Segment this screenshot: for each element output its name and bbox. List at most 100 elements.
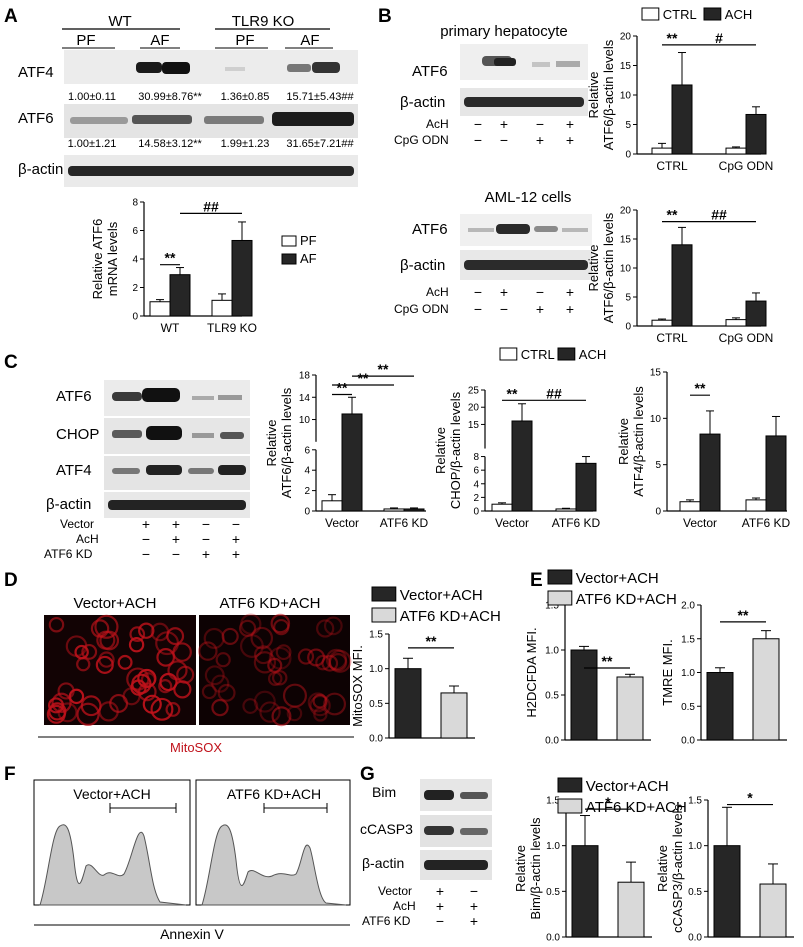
x-category-label: Vector xyxy=(683,516,717,530)
treat-label-atf6kd-g: ATF6 KD xyxy=(362,914,411,928)
treatment-sign: − xyxy=(474,301,482,317)
significance-mark: ** xyxy=(738,607,749,623)
lane-label-pf-wt: PF xyxy=(76,32,95,49)
y-tick-label: 10 xyxy=(620,264,632,275)
bar xyxy=(555,508,577,512)
y-axis-label-line: Relative xyxy=(586,245,601,292)
y-tick-label: 0.0 xyxy=(545,736,559,747)
blot-row-label-c-chop: CHOP xyxy=(56,426,99,443)
y-tick-label: 2 xyxy=(473,493,479,504)
treatment-sign: + xyxy=(500,116,508,132)
stained-cell xyxy=(51,692,72,713)
stained-cell xyxy=(250,626,274,650)
treatment-sign: + xyxy=(232,546,240,562)
stained-cell xyxy=(271,706,292,727)
y-axis-label-line: ATF4/β-actin levels xyxy=(631,386,646,497)
treatment-sign: + xyxy=(436,883,444,899)
bar xyxy=(725,147,747,155)
significance-mark: * xyxy=(747,790,753,806)
blot-atf6-b1 xyxy=(460,44,588,80)
quant-atf6-pf-wt: 1.00±1.21 xyxy=(68,138,117,150)
y-axis-label-line: Relative ATF6 xyxy=(90,219,105,300)
y-tick-label: 0 xyxy=(473,507,479,518)
legend-g: Vector+ACH ATF6 KD+ACH xyxy=(557,777,687,816)
blot-row-label-c-atf4: ATF4 xyxy=(56,462,92,479)
treatment-sign: − xyxy=(500,132,508,148)
stained-cell xyxy=(313,707,328,722)
y-tick-label: 2 xyxy=(132,283,138,294)
legend-e: Vector+ACH ATF6 KD+ACH xyxy=(547,569,677,608)
blot-atf6-c xyxy=(104,380,250,416)
quant-atf4-af-ko: 15.71±5.43## xyxy=(286,91,354,103)
stained-cell xyxy=(239,634,264,658)
panel-g-label: G xyxy=(360,764,375,785)
stained-cell xyxy=(129,626,146,642)
treatment-signs-c: + + − −− + − +− − + + xyxy=(142,516,240,562)
significance-mark: ** xyxy=(507,385,518,401)
y-tick-label: 25 xyxy=(468,386,480,397)
bar xyxy=(651,147,673,155)
bar xyxy=(671,244,693,327)
bar xyxy=(765,435,787,512)
y-tick-label: 10 xyxy=(620,91,632,102)
blot-row-label-g-ccasp3: cCASP3 xyxy=(360,821,413,837)
treatment-sign: + xyxy=(536,132,544,148)
bar xyxy=(745,113,767,155)
treatment-sign: − xyxy=(202,516,210,532)
treatment-sign: − xyxy=(232,516,240,532)
legend-label: ATF6 KD+ACH xyxy=(586,799,687,816)
legend-label: Vector+ACH xyxy=(400,587,483,604)
treat-label-ach-c: AcH xyxy=(76,532,99,546)
y-tick-label: 1.5 xyxy=(688,796,702,807)
y-axis-label: RelativecCASP3/β-actin levels xyxy=(655,804,685,933)
chart-b-primary-hepatocyte: 0 5 10 15 20 RelativeATF6/β-actin levels CTRL C… xyxy=(586,30,773,173)
stained-cell xyxy=(204,665,225,686)
stained-cell xyxy=(198,641,218,661)
stained-cell xyxy=(46,704,66,724)
treatment-sign: + xyxy=(436,898,444,914)
y-axis-label-line: MitoSOX MFI. xyxy=(350,645,365,727)
panel-b-bottom-title: AML-12 cells xyxy=(485,189,572,206)
y-axis-label-line: ATF6/β-actin levels xyxy=(601,212,616,323)
x-category-label: CTRL xyxy=(656,159,688,173)
bar xyxy=(713,845,741,938)
y-tick-label: 0 xyxy=(132,312,138,323)
treat-label-cpg-b1: CpG ODN xyxy=(394,133,449,147)
significance-mark: ** xyxy=(667,30,678,46)
treatment-signs-g: + −+ +− + xyxy=(436,883,478,929)
y-axis-label: RelativeATF6/β-actin levels xyxy=(586,39,616,150)
chart-c-chop: 0 2 4 6 8 15 20 25 RelativeCHOP/β-actin levels Ve… xyxy=(433,385,601,530)
y-tick-label: 20 xyxy=(620,206,632,217)
flow-xlabel-annexin: Annexin V xyxy=(160,926,224,942)
blot-atf4-a xyxy=(64,50,358,84)
legend-c: CTRL ACH xyxy=(499,347,606,362)
blot-atf6-b2 xyxy=(460,214,592,246)
quant-atf4-af-wt: 30.99±8.76** xyxy=(138,91,202,103)
y-axis-label-line: Relative xyxy=(616,418,631,465)
y-tick-label: 10 xyxy=(650,414,662,425)
y-axis-label-line: Relative xyxy=(433,427,448,474)
treatment-sign: + xyxy=(536,301,544,317)
y-axis-label-line: Relative xyxy=(264,420,279,467)
stained-cell xyxy=(240,613,262,635)
chart-e-tmre: 0.0 0.5 1.0 1.5 2.0 TMRE MFI. ** xyxy=(660,601,787,747)
blot-row-label-bactin: β-actin xyxy=(18,161,63,178)
group-wt-label: WT xyxy=(108,13,131,30)
blot-row-label-g-bim: Bim xyxy=(372,784,396,800)
treatment-sign: + xyxy=(470,913,478,929)
treatment-signs-b1: − + − +− − + + xyxy=(474,116,574,148)
y-tick-label: 0.5 xyxy=(681,702,695,713)
x-category-label: CpG ODN xyxy=(719,159,774,173)
legend-swatch xyxy=(371,586,397,602)
treatment-sign: − xyxy=(474,284,482,300)
mitosox-cells-atf6kd xyxy=(198,613,352,727)
stained-cell xyxy=(137,682,157,702)
y-tick-label: 15 xyxy=(620,235,632,246)
lane-label-pf-ko: PF xyxy=(235,32,254,49)
group-tlr9ko-label: TLR9 KO xyxy=(232,13,295,30)
bar xyxy=(211,299,233,317)
blot-ccasp3-g xyxy=(420,815,492,847)
stained-cell xyxy=(90,619,110,638)
y-tick-label: 8 xyxy=(132,198,138,209)
